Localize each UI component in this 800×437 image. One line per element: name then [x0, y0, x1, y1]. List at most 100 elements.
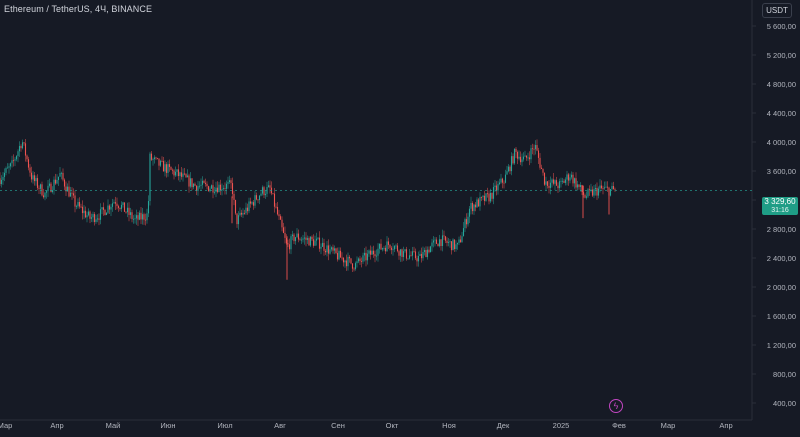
candle-body — [314, 240, 316, 246]
candle-body — [398, 251, 400, 256]
candle-body — [267, 185, 270, 187]
candle-body — [546, 181, 549, 186]
candle-body — [195, 185, 198, 191]
candle-body — [245, 207, 247, 214]
candle-body — [584, 194, 586, 198]
candle-body — [200, 184, 202, 186]
time-tick-label: Апр — [719, 421, 732, 430]
candle-body — [98, 218, 100, 220]
candle-body — [152, 159, 154, 160]
candle-body — [429, 246, 432, 253]
candle-body — [290, 236, 292, 250]
candle-body — [161, 160, 163, 162]
candle-body — [578, 184, 580, 187]
candle-body — [560, 180, 562, 182]
candle-body — [452, 239, 454, 251]
candle-body — [513, 148, 516, 164]
candle-body — [461, 236, 463, 243]
candle-body — [51, 190, 54, 193]
candle-body — [363, 252, 366, 256]
candle-body — [215, 187, 217, 192]
candle-body — [186, 175, 189, 178]
candle-body — [588, 189, 591, 191]
candle-body — [348, 256, 351, 259]
candle-body — [99, 209, 102, 220]
candle-body — [81, 206, 84, 214]
candle-body — [326, 245, 328, 253]
lightning-bolt-icon[interactable]: ϟ — [609, 399, 623, 413]
candle-body — [264, 193, 267, 196]
candle-body — [371, 250, 373, 255]
candle-body — [536, 145, 538, 151]
candle-body — [237, 215, 240, 225]
candle-body — [222, 188, 225, 190]
candle-body — [225, 183, 228, 189]
candle-body — [6, 167, 9, 169]
candle-body — [11, 160, 13, 164]
candle-body — [440, 239, 442, 247]
candle-body — [612, 186, 615, 190]
candle-body — [465, 219, 468, 225]
price-axis[interactable]: 400,00 800,00 1 200,00 1 600,00 2 000,00 2 40… — [752, 22, 796, 408]
candle-body — [351, 263, 354, 269]
candle-body — [3, 172, 6, 177]
candle-body — [191, 178, 193, 188]
candle-body — [45, 191, 48, 193]
candle-body — [155, 157, 157, 159]
candle-body — [315, 238, 318, 241]
candle-body — [485, 193, 487, 201]
candle-body — [341, 257, 343, 259]
candle-body — [389, 244, 391, 248]
candle-body — [353, 268, 355, 270]
time-axis[interactable]: Мар Апр Май Июн Июл Авг Сен Окт Ноя Дек 2025 Фев Мар… — [0, 421, 733, 430]
candle-body — [570, 174, 573, 178]
candle-body — [582, 192, 585, 195]
candle-body — [141, 214, 144, 220]
candle-body — [419, 253, 421, 256]
candle-body — [168, 164, 171, 167]
currency-button[interactable]: USDT — [762, 3, 792, 18]
candle-body — [17, 151, 19, 157]
candle-body — [117, 206, 120, 208]
candle-body — [318, 237, 321, 249]
candle-body — [249, 201, 252, 204]
candle-body — [129, 212, 132, 215]
candle-body — [150, 153, 153, 160]
candle-body — [177, 169, 180, 177]
candle-body — [342, 257, 345, 263]
candle-body — [227, 182, 229, 184]
candle-body — [509, 166, 511, 172]
candle-body — [333, 248, 336, 251]
candle-body — [347, 256, 349, 267]
candle-body — [203, 180, 205, 183]
candle-body — [441, 235, 444, 247]
candle-body — [90, 217, 93, 219]
candle-body — [593, 189, 595, 196]
candle-body — [134, 218, 136, 220]
candle-body — [180, 172, 183, 177]
candle-body — [407, 258, 409, 260]
candle-body — [422, 251, 424, 259]
candle-body — [41, 184, 43, 196]
candle-body — [477, 199, 480, 207]
symbol-title[interactable]: Ethereum / TetherUS, 4Ч, BINANCE — [4, 4, 153, 14]
candle-body — [306, 238, 309, 240]
candle-body — [248, 201, 250, 212]
candle-body — [539, 157, 541, 168]
candle-body — [120, 204, 123, 209]
time-tick-label: Июл — [217, 421, 232, 430]
candle-body — [569, 177, 571, 181]
candle-body — [167, 164, 169, 173]
candle-body — [396, 245, 399, 252]
candle-body — [254, 195, 256, 206]
candle-body — [224, 188, 226, 189]
candle-body — [92, 214, 94, 218]
candle-body — [65, 186, 67, 192]
candle-body — [38, 187, 40, 189]
candle-body — [173, 170, 175, 176]
candle-body — [135, 215, 138, 219]
candle-body — [96, 218, 99, 220]
candle-body — [83, 210, 85, 214]
